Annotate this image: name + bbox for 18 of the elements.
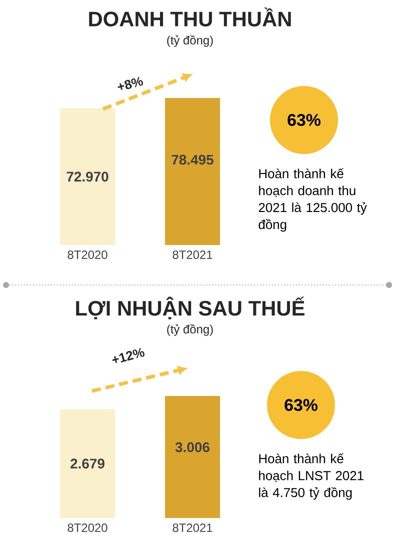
data-label: 2.679 (70, 458, 104, 469)
data-label: 3.006 (175, 442, 210, 452)
x-tick-label: 8T2020 (68, 524, 108, 532)
x-tick-label: 8T2021 (172, 250, 212, 259)
chart-subtitle: (tỷ đồng) (167, 35, 213, 47)
text: +8% (118, 76, 143, 90)
chart-subtitle: (tỷ đồng) (167, 324, 213, 336)
text: 63% (288, 114, 320, 126)
chart-title: DOANH THU THUẦN (89, 8, 291, 26)
text: Hoàn thành kế hoạch doanh thu 2021 là 125.000 tỷ đồng (258, 168, 367, 232)
text: Hoàn thành kế hoạch LNST 2021 là 4.750 tỷ đồng (259, 453, 364, 500)
chart-title: LỢI NHUẬN SAU THUẾ (76, 296, 304, 320)
x-tick-label: 8T2021 (172, 524, 212, 532)
data-label: 72.970 (66, 172, 108, 182)
text: +12% (112, 348, 144, 363)
data-label: 78.495 (172, 154, 214, 165)
x-tick-label: 8T2020 (68, 250, 108, 259)
text: 63% (284, 398, 318, 411)
